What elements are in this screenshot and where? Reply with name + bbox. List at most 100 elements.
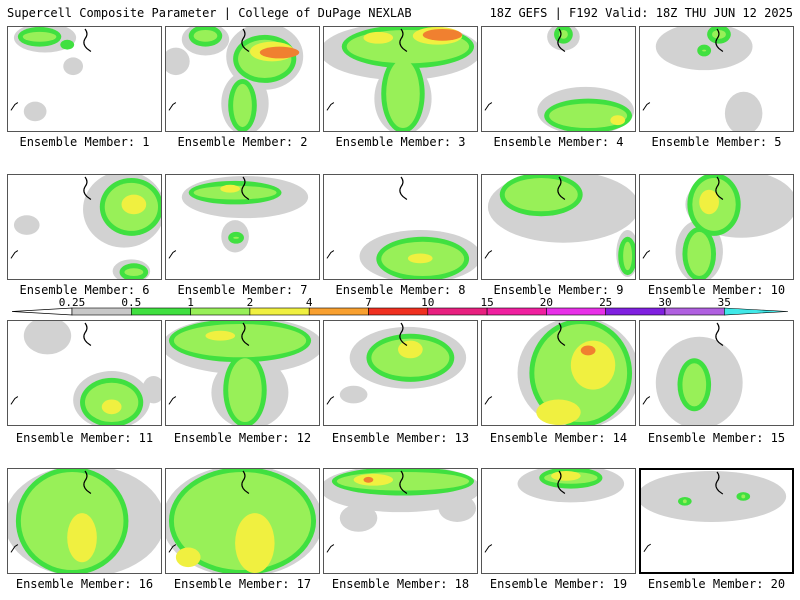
coastline bbox=[326, 396, 335, 405]
ensemble-member-label: Ensemble Member: 14 bbox=[489, 431, 628, 445]
coastline bbox=[399, 322, 408, 346]
coastline bbox=[715, 28, 724, 52]
coastline bbox=[484, 396, 493, 405]
coastline bbox=[484, 102, 493, 111]
scp-field-map bbox=[324, 469, 477, 553]
ensemble-member-panel-10[interactable] bbox=[639, 174, 794, 280]
ensemble-member-panel-5[interactable] bbox=[639, 26, 794, 132]
scp-field-map bbox=[642, 27, 763, 131]
legend-tick-label: 30 bbox=[658, 296, 671, 309]
ensemble-member-panel-20[interactable] bbox=[639, 468, 794, 574]
legend-high-arrow bbox=[723, 307, 788, 316]
legend-swatch bbox=[71, 307, 132, 316]
legend-tick-label: 0.25 bbox=[59, 296, 86, 309]
legend-low-arrow bbox=[12, 307, 73, 316]
coastline bbox=[83, 28, 92, 52]
legend-swatch bbox=[308, 307, 369, 316]
coastline bbox=[326, 544, 335, 553]
legend-tick-label: 7 bbox=[365, 296, 372, 309]
scp-field-map bbox=[326, 322, 467, 405]
coastline bbox=[399, 470, 408, 494]
coastline bbox=[83, 470, 92, 494]
ensemble-member-label: Ensemble Member: 17 bbox=[173, 577, 312, 591]
coastline bbox=[557, 28, 566, 52]
ensemble-member-label: Ensemble Member: 5 bbox=[651, 135, 782, 149]
coastline bbox=[557, 322, 566, 346]
ensemble-member-label: Ensemble Member: 8 bbox=[335, 283, 466, 297]
ensemble-member-panel-19[interactable] bbox=[481, 468, 636, 574]
coastline bbox=[642, 250, 651, 259]
ensemble-member-label: Ensemble Member: 13 bbox=[331, 431, 470, 445]
scp-field-map bbox=[326, 176, 477, 279]
legend-swatch bbox=[486, 307, 547, 316]
ensemble-member-label: Ensemble Member: 9 bbox=[493, 283, 624, 297]
legend-swatch bbox=[249, 307, 310, 316]
coastline bbox=[326, 250, 335, 259]
ensemble-member-panel-7[interactable] bbox=[165, 174, 320, 280]
legend-tick-label: 20 bbox=[540, 296, 553, 309]
coastline bbox=[10, 250, 19, 259]
coastline bbox=[83, 176, 92, 200]
scp-field-map bbox=[324, 27, 477, 131]
coastline bbox=[168, 102, 177, 111]
ensemble-member-panel-4[interactable] bbox=[481, 26, 636, 132]
ensemble-member-label: Ensemble Member: 20 bbox=[647, 577, 786, 591]
legend-swatch bbox=[605, 307, 666, 316]
coastline bbox=[557, 470, 566, 494]
coastline bbox=[642, 396, 651, 405]
coastline bbox=[241, 28, 250, 52]
coastline bbox=[10, 544, 19, 553]
ensemble-member-panel-18[interactable] bbox=[323, 468, 478, 574]
scp-field-map bbox=[10, 321, 161, 425]
ensemble-member-label: Ensemble Member: 19 bbox=[489, 577, 628, 591]
legend-swatch bbox=[368, 307, 429, 316]
coastline bbox=[241, 470, 250, 494]
ensemble-member-panel-1[interactable] bbox=[7, 26, 162, 132]
ensemble-member-label: Ensemble Member: 2 bbox=[177, 135, 308, 149]
coastline bbox=[83, 322, 92, 346]
ensemble-member-panel-2[interactable] bbox=[165, 26, 320, 132]
coastline bbox=[10, 396, 19, 405]
legend-swatch bbox=[664, 307, 725, 316]
ensemble-member-panel-3[interactable] bbox=[323, 26, 478, 132]
ensemble-member-label: Ensemble Member: 7 bbox=[177, 283, 308, 297]
coastline bbox=[642, 102, 651, 111]
ensemble-member-panel-14[interactable] bbox=[481, 320, 636, 426]
legend-tick-label: 10 bbox=[421, 296, 434, 309]
ensemble-member-label: Ensemble Member: 18 bbox=[331, 577, 470, 591]
coastline bbox=[168, 544, 177, 553]
ensemble-member-panel-15[interactable] bbox=[639, 320, 794, 426]
ensemble-member-label: Ensemble Member: 3 bbox=[335, 135, 466, 149]
scp-field-map bbox=[8, 469, 161, 573]
scp-field-map bbox=[166, 469, 319, 573]
coastline bbox=[715, 176, 724, 200]
coastline bbox=[484, 250, 493, 259]
ensemble-member-panel-12[interactable] bbox=[165, 320, 320, 426]
legend-tick-label: 2 bbox=[247, 296, 254, 309]
ensemble-member-panel-6[interactable] bbox=[7, 174, 162, 280]
scp-field-map bbox=[484, 27, 634, 131]
coastline bbox=[168, 250, 177, 259]
legend-swatch bbox=[546, 307, 607, 316]
scp-field-map bbox=[642, 175, 793, 279]
ensemble-member-panel-8[interactable] bbox=[323, 174, 478, 280]
coastline bbox=[484, 544, 493, 553]
ensemble-member-label: Ensemble Member: 16 bbox=[15, 577, 154, 591]
ensemble-member-panel-17[interactable] bbox=[165, 468, 320, 574]
coastline bbox=[10, 102, 19, 111]
scp-field-map bbox=[166, 321, 319, 425]
coastline bbox=[241, 176, 250, 200]
coastline bbox=[241, 322, 250, 346]
ensemble-member-panel-16[interactable] bbox=[7, 468, 162, 574]
scp-field-map bbox=[168, 175, 309, 259]
legend-tick-label: 4 bbox=[306, 296, 313, 309]
ensemble-member-label: Ensemble Member: 4 bbox=[493, 135, 624, 149]
coastline bbox=[557, 176, 566, 200]
scp-field-map bbox=[484, 321, 635, 425]
ensemble-member-panel-9[interactable] bbox=[481, 174, 636, 280]
ensemble-member-panel-11[interactable] bbox=[7, 320, 162, 426]
color-scale-legend: 0.25 0.5 1 2 4 7 10 15 20 25 30 35 bbox=[12, 296, 788, 316]
ensemble-member-panel-13[interactable] bbox=[323, 320, 478, 426]
scp-field-map bbox=[642, 322, 743, 425]
coastline bbox=[715, 471, 724, 495]
